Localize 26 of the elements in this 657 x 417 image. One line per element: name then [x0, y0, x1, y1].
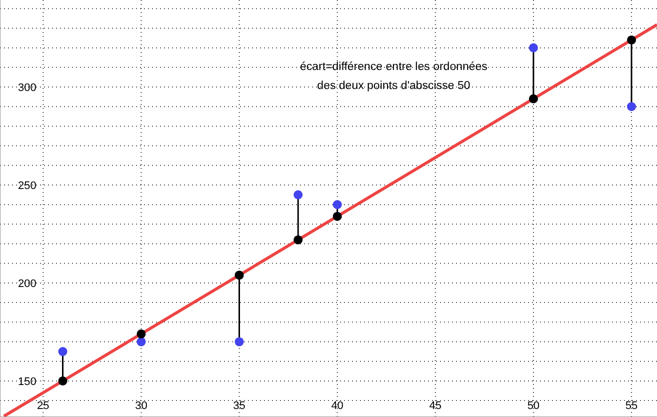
x-tick-label: 30 — [135, 400, 148, 412]
point — [58, 376, 68, 386]
x-tick-label: 50 — [527, 400, 540, 412]
point — [626, 35, 636, 44]
point — [136, 337, 146, 346]
y-tick-label: 200 — [18, 278, 36, 290]
point — [294, 235, 303, 244]
x-tick-label: 45 — [429, 400, 442, 412]
x-tick-label: 35 — [233, 400, 246, 412]
y-tick-label: 300 — [18, 82, 36, 94]
point — [234, 270, 244, 280]
x-tick-label: 40 — [331, 400, 344, 412]
y-tick-label: 150 — [18, 376, 36, 388]
point — [626, 102, 636, 112]
point — [58, 347, 68, 356]
y-tick-label: 250 — [18, 180, 36, 192]
point — [136, 329, 146, 338]
point — [528, 43, 538, 52]
point — [528, 94, 538, 104]
point — [234, 337, 244, 346]
point — [294, 190, 303, 200]
point — [332, 200, 342, 210]
x-tick-label: 25 — [37, 400, 50, 412]
annotation: écart=différence entre les ordonnées des deux points d'abscisse 50 — [300, 60, 488, 94]
point — [332, 212, 342, 221]
x-tick-label: 55 — [625, 400, 638, 412]
